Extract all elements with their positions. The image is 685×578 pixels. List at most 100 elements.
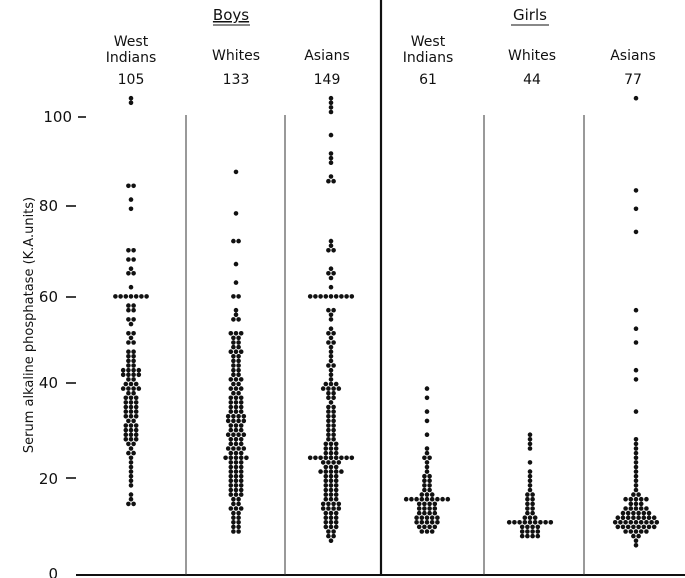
data-point <box>323 446 329 451</box>
data-point <box>331 506 336 511</box>
data-point <box>128 427 134 433</box>
data-point <box>422 478 427 484</box>
data-point <box>233 487 239 493</box>
data-point <box>328 344 334 350</box>
data-point <box>113 294 118 299</box>
data-point <box>333 464 339 470</box>
data-point <box>225 432 231 438</box>
data-point <box>131 331 136 336</box>
data-point <box>228 395 234 401</box>
data-point <box>236 294 241 299</box>
data-point <box>530 510 535 516</box>
data-point <box>236 238 241 244</box>
data-point <box>131 441 136 447</box>
data-point <box>625 515 631 520</box>
data-point <box>231 432 236 438</box>
data-point <box>328 294 334 299</box>
data-point <box>133 381 139 387</box>
data-point <box>126 450 131 456</box>
data-point <box>318 294 323 299</box>
data-point <box>506 520 512 525</box>
data-point <box>333 450 339 456</box>
data-point <box>424 395 430 401</box>
data-point <box>422 501 427 507</box>
data-point <box>427 478 432 484</box>
data-point <box>636 524 641 530</box>
data-point <box>333 483 339 488</box>
data-point <box>424 409 430 414</box>
data-point <box>424 492 430 497</box>
data-point <box>233 441 239 447</box>
data-point <box>236 520 241 525</box>
data-point <box>633 455 639 461</box>
data-point <box>427 473 432 479</box>
data-point <box>133 437 139 442</box>
data-point <box>633 543 639 548</box>
data-point <box>126 340 131 345</box>
data-point <box>519 524 525 530</box>
data-point <box>631 524 636 530</box>
data-point <box>238 450 244 456</box>
data-point <box>238 404 244 410</box>
data-point <box>427 455 432 461</box>
data-point <box>131 183 136 189</box>
data-point <box>543 520 548 525</box>
data-point <box>238 478 244 484</box>
data-point <box>236 524 241 530</box>
data-point <box>326 506 331 511</box>
data-point <box>126 501 131 507</box>
data-point <box>126 386 131 391</box>
data-point <box>128 284 134 290</box>
data-point <box>414 515 419 520</box>
data-point <box>636 533 641 539</box>
data-point <box>326 390 331 396</box>
data-point <box>422 510 427 516</box>
data-point <box>144 294 149 299</box>
column-label: Whites <box>212 48 260 64</box>
data-point <box>320 501 326 507</box>
data-point <box>331 271 336 276</box>
data-point <box>331 437 336 442</box>
data-point <box>128 478 134 484</box>
data-point <box>236 317 241 322</box>
data-point <box>424 496 430 502</box>
data-point <box>328 455 334 461</box>
data-point <box>328 284 334 290</box>
data-point <box>236 372 241 378</box>
data-point <box>128 469 134 474</box>
data-point <box>231 367 236 373</box>
data-point <box>344 294 349 299</box>
data-point <box>525 533 530 539</box>
data-point <box>128 492 134 497</box>
data-point <box>126 331 131 336</box>
data-point <box>323 473 329 479</box>
column-count: 61 <box>419 72 437 88</box>
data-point <box>427 501 432 507</box>
data-point <box>328 469 334 474</box>
data-point <box>231 354 236 359</box>
data-point <box>323 492 329 497</box>
data-point <box>236 510 241 516</box>
y-tick-label: 40 <box>39 374 58 392</box>
data-point <box>128 335 134 341</box>
data-point <box>133 400 139 405</box>
data-point <box>126 317 131 322</box>
data-point <box>633 409 639 414</box>
data-point <box>233 460 239 465</box>
data-point <box>424 432 430 438</box>
data-point <box>233 506 239 511</box>
data-point <box>233 409 239 414</box>
data-point <box>233 478 239 484</box>
data-point <box>328 473 334 479</box>
data-point <box>228 469 234 474</box>
data-point <box>419 515 425 520</box>
data-point <box>432 501 438 507</box>
data-point <box>236 501 241 507</box>
data-point <box>126 441 131 447</box>
data-point <box>238 437 244 442</box>
data-point <box>128 294 134 299</box>
data-point <box>323 524 329 530</box>
data-point <box>328 317 334 322</box>
data-point <box>331 307 336 313</box>
data-point <box>328 155 334 161</box>
